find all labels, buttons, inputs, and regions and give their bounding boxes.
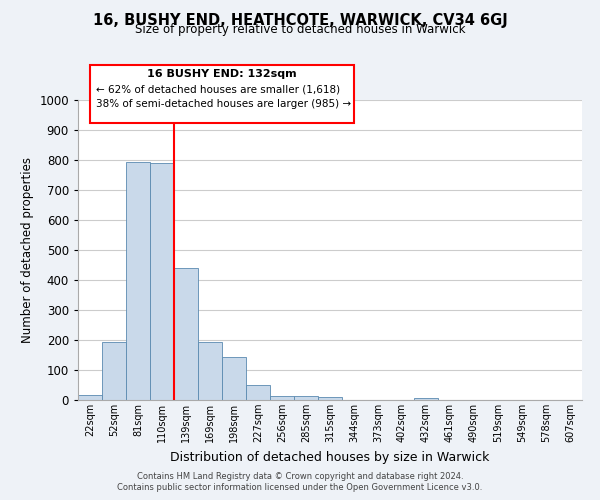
Bar (198, 342, 222, 400)
Text: ← 62% of detached houses are smaller (1,618): ← 62% of detached houses are smaller (1,… (96, 84, 340, 94)
Bar (102, 342, 126, 400)
Bar (126, 162, 150, 400)
Text: 16, BUSHY END, HEATHCOTE, WARWICK, CV34 6GJ: 16, BUSHY END, HEATHCOTE, WARWICK, CV34 … (92, 12, 508, 28)
Y-axis label: Number of detached properties: Number of detached properties (21, 157, 34, 343)
Text: Contains public sector information licensed under the Open Government Licence v3: Contains public sector information licen… (118, 484, 482, 492)
Bar (78, 394, 102, 400)
X-axis label: Distribution of detached houses by size in Warwick: Distribution of detached houses by size … (170, 450, 490, 464)
Text: Size of property relative to detached houses in Warwick: Size of property relative to detached ho… (135, 24, 465, 36)
Text: Contains HM Land Registry data © Crown copyright and database right 2024.: Contains HM Land Registry data © Crown c… (137, 472, 463, 481)
Text: 16 BUSHY END: 132sqm: 16 BUSHY END: 132sqm (147, 69, 297, 79)
Text: 38% of semi-detached houses are larger (985) →: 38% of semi-detached houses are larger (… (96, 99, 351, 109)
Bar (318, 398, 342, 400)
Bar (294, 396, 318, 400)
Bar (414, 398, 438, 400)
Bar (246, 385, 270, 400)
Bar (174, 268, 198, 400)
Bar (270, 396, 294, 400)
Bar (150, 163, 174, 400)
Bar (222, 358, 246, 400)
